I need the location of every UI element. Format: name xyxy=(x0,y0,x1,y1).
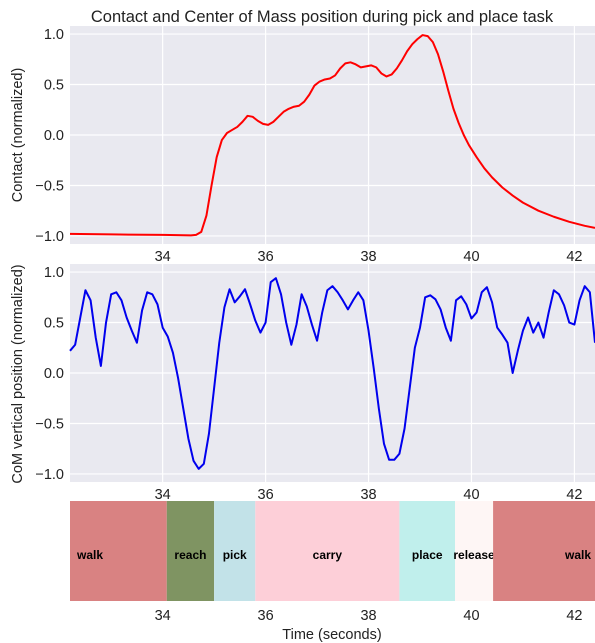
phase-bar xyxy=(166,501,215,601)
contact-y-axis-label: Contact (normalized) xyxy=(10,68,26,203)
x-tick-label: 38 xyxy=(360,608,376,624)
contact-series-line xyxy=(69,34,595,237)
x-tick-label: 38 xyxy=(360,487,376,503)
phase-bar xyxy=(399,501,455,601)
x-axis-label: Time (seconds) xyxy=(282,627,381,643)
x-tick-label: 38 xyxy=(360,249,376,265)
chart-title: Contact and Center of Mass position duri… xyxy=(91,8,554,26)
y-tick-label: 0.0 xyxy=(44,128,64,144)
x-tick-label: 34 xyxy=(155,487,171,503)
phase-segment-carry: carry xyxy=(255,501,400,601)
x-tick-label: 34 xyxy=(155,249,171,265)
y-tick-label: 1.0 xyxy=(44,27,64,43)
phase-label: place xyxy=(412,548,443,562)
phase-segment-pick: pick xyxy=(214,501,256,601)
x-tick-label: 42 xyxy=(566,608,582,624)
contact-panel: 1.0 0.5 0.0 −0.5 −1.0 34 36 38 40 42 Contact (no… xyxy=(10,26,595,265)
phase-segment-walk: walk xyxy=(493,501,595,601)
com-y-axis-label: CoM vertical position (normalized) xyxy=(10,264,26,483)
y-tick-label: 0.5 xyxy=(44,316,64,332)
y-tick-label: 0.0 xyxy=(44,366,64,382)
phase-bar xyxy=(214,501,256,601)
x-tick-label: 42 xyxy=(566,249,582,265)
phase-label: reach xyxy=(174,548,206,562)
phase-segment-walk: walk xyxy=(70,501,167,601)
x-tick-label: 40 xyxy=(463,608,479,624)
phase-label: walk xyxy=(564,548,591,562)
phase-bar xyxy=(493,501,595,601)
phase-segment-reach: reach xyxy=(166,501,215,601)
y-tick-label: −1.0 xyxy=(35,467,64,483)
phase-label: pick xyxy=(223,548,247,562)
phase-label: walk xyxy=(76,548,103,562)
com-panel: 1.0 0.5 0.0 −0.5 −1.0 34 36 38 40 42 CoM vertica… xyxy=(10,264,595,503)
y-tick-label: 1.0 xyxy=(44,265,64,281)
x-tick-label: 40 xyxy=(463,249,479,265)
phase-panel: walk reach pick carry place release walk 34 36 3… xyxy=(70,501,595,643)
phase-label: release xyxy=(453,548,495,562)
phase-bar xyxy=(70,501,167,601)
x-tick-label: 34 xyxy=(155,608,171,624)
x-tick-label: 36 xyxy=(258,608,274,624)
phase-segment-release: release xyxy=(453,501,495,601)
x-tick-label: 40 xyxy=(463,487,479,503)
x-tick-label: 36 xyxy=(258,487,274,503)
x-tick-label: 36 xyxy=(258,249,274,265)
y-tick-label: −0.5 xyxy=(35,178,64,194)
y-tick-label: −1.0 xyxy=(35,229,64,245)
phase-bar xyxy=(255,501,400,601)
y-tick-label: −0.5 xyxy=(35,416,64,432)
phase-bar xyxy=(455,501,494,601)
phase-label: carry xyxy=(313,548,343,562)
phase-segment-place: place xyxy=(399,501,455,601)
com-series-line xyxy=(69,277,595,470)
y-tick-label: 0.5 xyxy=(44,78,64,94)
x-tick-label: 42 xyxy=(566,487,582,503)
